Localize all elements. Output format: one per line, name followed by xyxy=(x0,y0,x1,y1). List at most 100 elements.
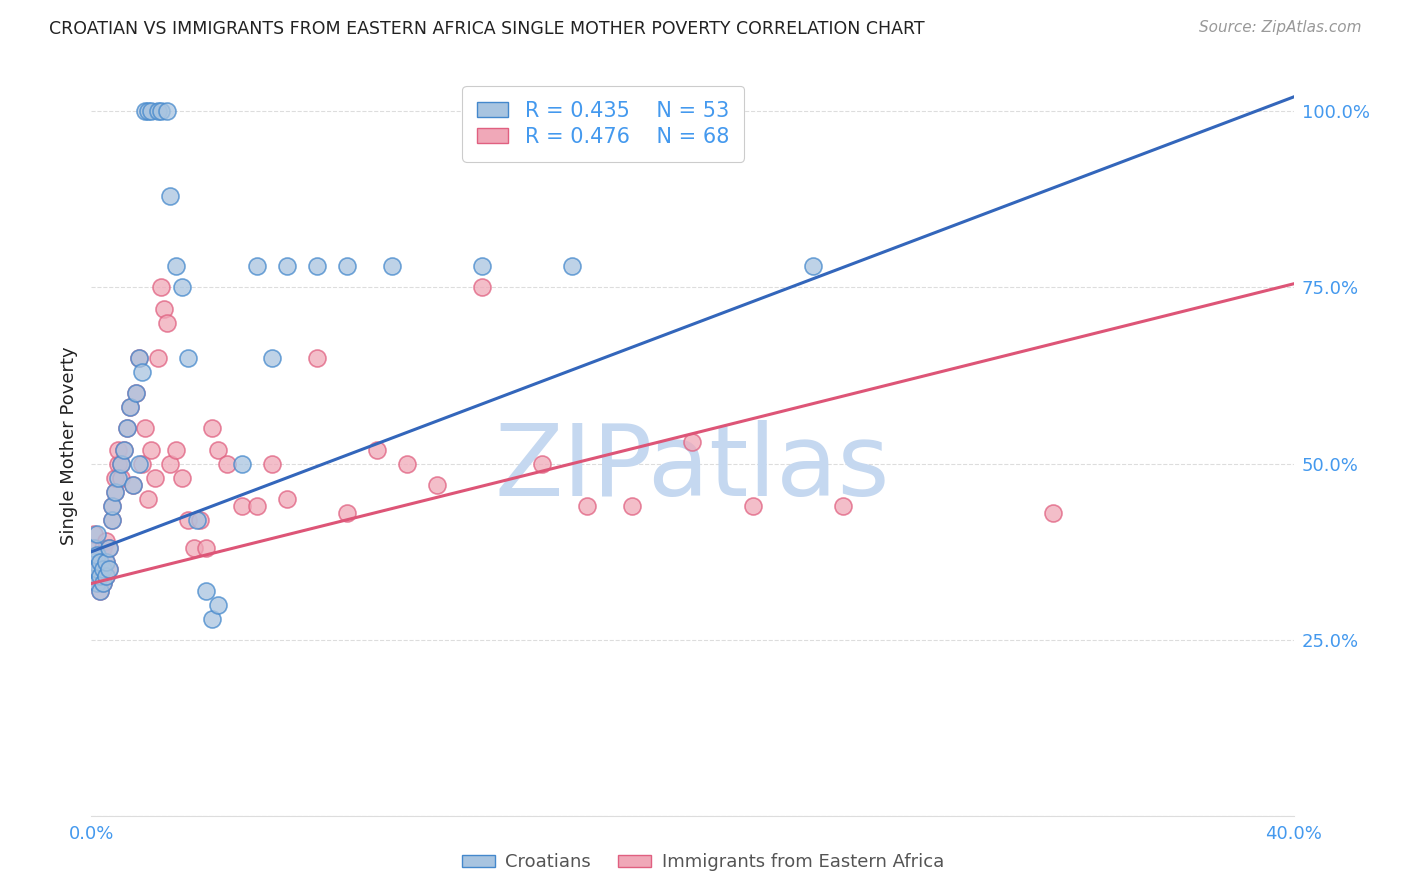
Point xyxy=(110,457,132,471)
Point xyxy=(159,188,181,202)
Point xyxy=(138,491,160,506)
Legend: Croatians, Immigrants from Eastern Africa: Croatians, Immigrants from Eastern Afric… xyxy=(456,847,950,879)
Point xyxy=(183,541,205,556)
Point xyxy=(152,301,174,316)
Point xyxy=(134,104,156,119)
Point xyxy=(86,527,108,541)
Point xyxy=(86,576,108,591)
Point xyxy=(114,442,136,457)
Text: ZIPatlas: ZIPatlas xyxy=(495,420,890,516)
Point xyxy=(576,499,599,513)
Point xyxy=(86,549,108,563)
Point xyxy=(134,421,156,435)
Point xyxy=(96,534,118,549)
Point xyxy=(231,499,253,513)
Point xyxy=(305,259,328,273)
Point xyxy=(155,104,177,119)
Point xyxy=(246,499,269,513)
Point xyxy=(83,541,105,556)
Point xyxy=(831,499,853,513)
Point xyxy=(114,442,136,457)
Point xyxy=(98,562,121,576)
Point xyxy=(128,457,150,471)
Point xyxy=(83,569,105,583)
Point xyxy=(125,386,148,401)
Point xyxy=(231,457,253,471)
Point xyxy=(98,562,121,576)
Point xyxy=(741,499,763,513)
Point xyxy=(381,259,404,273)
Point xyxy=(107,442,129,457)
Point xyxy=(93,541,115,556)
Point xyxy=(96,555,118,569)
Legend: R = 0.435    N = 53, R = 0.476    N = 68: R = 0.435 N = 53, R = 0.476 N = 68 xyxy=(463,87,744,161)
Point xyxy=(101,513,124,527)
Y-axis label: Single Mother Poverty: Single Mother Poverty xyxy=(59,347,77,545)
Point xyxy=(110,457,132,471)
Point xyxy=(149,104,172,119)
Point xyxy=(128,351,150,365)
Point xyxy=(159,457,181,471)
Point xyxy=(194,541,217,556)
Point xyxy=(561,259,583,273)
Point xyxy=(149,280,172,294)
Point xyxy=(98,541,121,556)
Point xyxy=(426,477,449,491)
Point xyxy=(276,259,298,273)
Point xyxy=(120,401,142,415)
Text: Source: ZipAtlas.com: Source: ZipAtlas.com xyxy=(1198,20,1361,35)
Point xyxy=(246,259,269,273)
Point xyxy=(110,471,132,485)
Point xyxy=(188,513,211,527)
Point xyxy=(89,569,111,583)
Point xyxy=(260,457,283,471)
Point xyxy=(93,562,115,576)
Point xyxy=(101,513,124,527)
Point xyxy=(170,471,193,485)
Point xyxy=(260,351,283,365)
Point xyxy=(146,104,169,119)
Point xyxy=(681,435,703,450)
Point xyxy=(93,576,115,591)
Point xyxy=(89,569,111,583)
Point xyxy=(96,555,118,569)
Point xyxy=(125,386,148,401)
Point xyxy=(336,506,359,520)
Point xyxy=(395,457,418,471)
Point xyxy=(98,541,121,556)
Point xyxy=(89,555,111,569)
Point xyxy=(101,499,124,513)
Point xyxy=(138,104,160,119)
Point xyxy=(155,316,177,330)
Point xyxy=(207,442,229,457)
Point xyxy=(170,280,193,294)
Point xyxy=(93,562,115,576)
Point xyxy=(89,583,111,598)
Point xyxy=(194,583,217,598)
Point xyxy=(141,104,163,119)
Point xyxy=(86,576,108,591)
Point xyxy=(89,583,111,598)
Point xyxy=(83,555,105,569)
Point xyxy=(1042,506,1064,520)
Point xyxy=(128,351,150,365)
Point xyxy=(131,365,153,379)
Point xyxy=(93,576,115,591)
Point xyxy=(801,259,824,273)
Point xyxy=(215,457,238,471)
Point xyxy=(201,612,224,626)
Point xyxy=(531,457,554,471)
Point xyxy=(104,484,127,499)
Text: CROATIAN VS IMMIGRANTS FROM EASTERN AFRICA SINGLE MOTHER POVERTY CORRELATION CHA: CROATIAN VS IMMIGRANTS FROM EASTERN AFRI… xyxy=(49,20,925,37)
Point xyxy=(83,555,105,569)
Point xyxy=(122,477,145,491)
Point xyxy=(120,401,142,415)
Point xyxy=(117,421,139,435)
Point xyxy=(165,259,187,273)
Point xyxy=(86,562,108,576)
Point xyxy=(122,477,145,491)
Point xyxy=(96,569,118,583)
Point xyxy=(107,457,129,471)
Point xyxy=(117,421,139,435)
Point xyxy=(96,569,118,583)
